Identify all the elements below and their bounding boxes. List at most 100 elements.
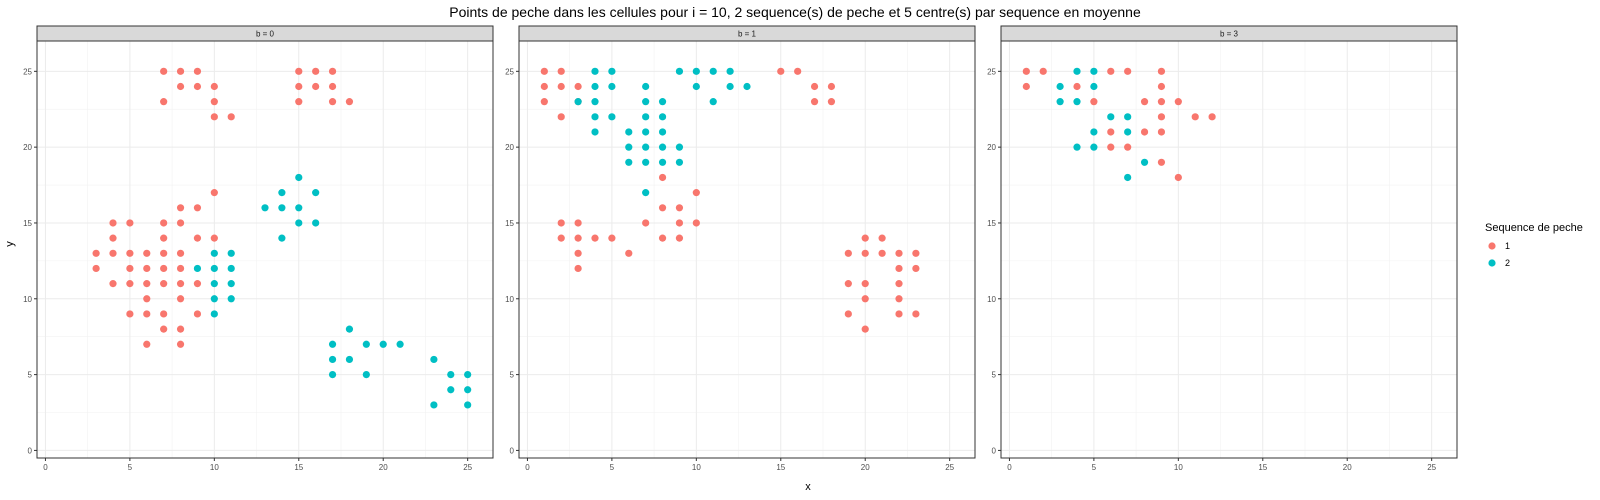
- point-seq-1: [295, 67, 303, 75]
- point-seq-1: [878, 249, 886, 257]
- legend-key-2: [1488, 259, 1496, 267]
- point-seq-1: [210, 98, 218, 106]
- point-seq-1: [176, 264, 185, 273]
- facet-strip-label: b = 0: [256, 30, 275, 39]
- x-tick-label: 20: [379, 463, 388, 472]
- point-seq-1: [176, 340, 185, 348]
- x-axis-title: x: [805, 481, 811, 493]
- point-seq-1: [895, 310, 903, 318]
- point-seq-2: [278, 204, 286, 212]
- point-seq-2: [278, 234, 286, 242]
- point-seq-1: [176, 204, 185, 212]
- point-seq-1: [912, 264, 920, 273]
- point-seq-1: [160, 249, 168, 257]
- point-seq-1: [295, 82, 303, 91]
- point-seq-2: [1140, 158, 1149, 166]
- point-seq-1: [895, 249, 903, 257]
- point-seq-1: [1174, 173, 1182, 182]
- point-seq-1: [143, 249, 151, 257]
- x-tick-label: 10: [1174, 463, 1183, 472]
- point-seq-1: [1157, 113, 1166, 121]
- point-seq-1: [1157, 98, 1166, 106]
- facet-panel-2: b = 3 0 5 10 15 20 25 0 5 10 15 20 25: [987, 25, 1458, 472]
- point-seq-2: [345, 355, 354, 364]
- point-seq-2: [675, 158, 684, 166]
- x-tick-label: 0: [43, 463, 48, 472]
- point-seq-1: [328, 67, 337, 75]
- point-seq-2: [658, 158, 667, 166]
- point-seq-2: [1090, 128, 1098, 136]
- point-seq-2: [743, 82, 751, 91]
- x-tick-label: 15: [294, 463, 303, 472]
- point-seq-2: [312, 189, 320, 197]
- facet-panels: b = 0 0 5 10 15 20 25 0 5 10 15 20 25 b = 1 0 5 10 15 20 25…: [23, 25, 1458, 472]
- point-seq-2: [591, 128, 599, 136]
- point-seq-1: [895, 264, 903, 273]
- point-seq-2: [709, 67, 717, 75]
- point-seq-2: [464, 386, 472, 394]
- point-seq-1: [1191, 113, 1199, 121]
- point-seq-2: [227, 295, 235, 303]
- point-seq-1: [176, 67, 185, 75]
- x-tick-label: 5: [1092, 463, 1097, 472]
- point-seq-2: [658, 113, 667, 121]
- point-seq-1: [160, 219, 168, 227]
- point-seq-1: [844, 280, 852, 288]
- point-seq-2: [658, 143, 667, 151]
- x-tick-label: 15: [776, 463, 785, 472]
- point-seq-1: [345, 98, 354, 106]
- point-seq-1: [1124, 67, 1132, 75]
- point-seq-1: [126, 219, 134, 227]
- point-seq-1: [176, 280, 185, 288]
- x-tick-label: 0: [1007, 463, 1012, 472]
- legend-label-2: 2: [1505, 258, 1510, 268]
- point-seq-1: [810, 98, 819, 106]
- point-seq-2: [210, 264, 218, 273]
- x-tick-label: 15: [1258, 463, 1267, 472]
- point-seq-2: [1056, 98, 1064, 106]
- point-seq-1: [1090, 98, 1098, 106]
- point-seq-1: [658, 173, 667, 182]
- point-seq-1: [126, 249, 134, 257]
- point-seq-2: [608, 113, 616, 121]
- facet-panel-0: b = 0 0 5 10 15 20 25 0 5 10 15 20 25: [23, 25, 494, 472]
- point-seq-1: [642, 219, 650, 227]
- point-seq-2: [1073, 67, 1081, 75]
- point-seq-2: [430, 401, 438, 409]
- point-seq-1: [692, 219, 700, 227]
- point-seq-1: [844, 249, 852, 257]
- point-seq-2: [1090, 143, 1098, 151]
- point-seq-2: [658, 128, 667, 136]
- point-seq-1: [557, 219, 565, 227]
- point-seq-2: [675, 143, 684, 151]
- point-seq-1: [912, 310, 920, 318]
- point-seq-2: [379, 340, 387, 348]
- point-seq-2: [1056, 82, 1064, 91]
- point-seq-1: [1107, 67, 1115, 75]
- point-seq-1: [227, 113, 235, 121]
- point-seq-1: [1124, 143, 1132, 151]
- point-seq-2: [591, 98, 599, 106]
- point-seq-1: [574, 264, 582, 273]
- point-seq-2: [642, 158, 650, 166]
- point-seq-1: [210, 234, 218, 242]
- point-seq-1: [658, 204, 667, 212]
- legend-label-1: 1: [1505, 241, 1510, 251]
- point-seq-1: [844, 310, 852, 318]
- y-tick-label: 25: [505, 67, 514, 76]
- point-seq-1: [1157, 128, 1166, 136]
- point-seq-2: [210, 295, 218, 303]
- point-seq-2: [362, 371, 370, 379]
- point-seq-1: [92, 249, 100, 257]
- point-seq-2: [625, 143, 633, 151]
- point-seq-1: [176, 295, 185, 303]
- point-seq-1: [1039, 67, 1047, 75]
- y-tick-label: 0: [510, 446, 515, 455]
- point-seq-1: [574, 234, 582, 242]
- point-seq-2: [625, 128, 633, 136]
- point-seq-1: [574, 249, 582, 257]
- point-seq-2: [1090, 67, 1098, 75]
- point-seq-1: [861, 295, 869, 303]
- point-seq-1: [861, 249, 869, 257]
- point-seq-2: [328, 340, 337, 348]
